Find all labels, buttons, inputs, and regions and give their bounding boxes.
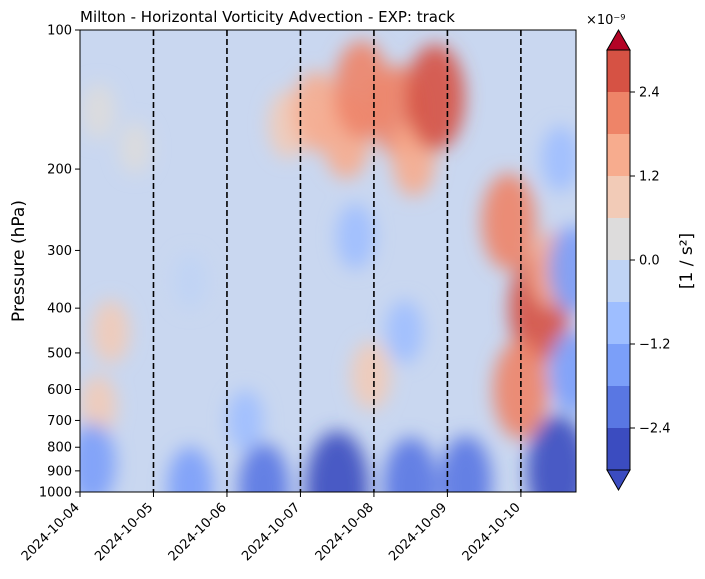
- y-axis: 100 200 300 400 500 600 700 800 900 1000: [39, 24, 80, 501]
- colorbar-extend-min: [606, 469, 631, 492]
- field-blob: [238, 443, 290, 492]
- colorbar-tick-label: −1.2: [639, 338, 671, 353]
- colorbar-extend-max: [606, 28, 631, 51]
- x-axis: 2024-10-04 2024-10-05 2024-10-06 2024-10-07…: [19, 492, 524, 564]
- field-blob: [481, 173, 536, 271]
- field-blob: [385, 300, 424, 364]
- y-tick-label: 400: [47, 302, 72, 317]
- plot-frame: [79, 29, 577, 493]
- x-tick-label: 2024-10-06: [166, 500, 230, 564]
- field-blob: [80, 422, 116, 492]
- y-tick-label: 1000: [39, 486, 72, 501]
- vline-layer: [152, 30, 522, 492]
- field-blob: [167, 446, 214, 492]
- colorbar-segment: [607, 344, 630, 386]
- field-blob: [91, 300, 130, 364]
- field-layer: [80, 40, 576, 492]
- field-blob: [119, 122, 151, 174]
- colorbar-tick-label: 1.2: [639, 170, 660, 185]
- y-tick-label: 500: [47, 346, 72, 361]
- colorbar-segment: [607, 176, 630, 218]
- y-tick-label: 900: [47, 464, 72, 479]
- chart-title: Milton - Horizontal Vorticity Advection …: [80, 8, 455, 26]
- field-blob: [493, 339, 549, 440]
- colorbar-segment: [607, 260, 630, 302]
- x-tick-label: 2024-10-05: [92, 500, 156, 564]
- colorbar-segment: [607, 218, 630, 260]
- colorbar-segment: [607, 134, 630, 176]
- field-blob: [548, 225, 576, 314]
- y-tick-label: 300: [47, 244, 72, 259]
- colorbar-segment: [607, 50, 630, 92]
- field-blob: [541, 125, 576, 192]
- x-tick-label: 2024-10-08: [313, 500, 377, 564]
- field-blob: [227, 390, 264, 451]
- x-tick-label: 2024-10-10: [460, 500, 524, 564]
- y-axis-label: Pressure (hPa): [9, 200, 29, 322]
- field-blob: [305, 431, 369, 492]
- colorbar-segment: [607, 428, 630, 470]
- y-tick-label: 800: [47, 441, 72, 456]
- field-blob: [526, 415, 576, 492]
- x-tick-label: 2024-10-09: [386, 500, 450, 564]
- field-blob: [549, 330, 576, 414]
- colorbar-tick-label: 0.0: [639, 254, 660, 269]
- colorbar-segment: [607, 386, 630, 428]
- field-blob: [439, 435, 492, 492]
- x-tick-label: 2024-10-07: [239, 500, 303, 564]
- field-blob: [80, 375, 117, 436]
- colorbar-label: [1 / s²]: [677, 233, 697, 289]
- field-blob: [383, 437, 438, 492]
- x-tick-label: 2024-10-04: [19, 500, 83, 564]
- field-blob: [173, 253, 208, 310]
- field-blob: [336, 203, 375, 270]
- y-tick-label: 600: [47, 383, 72, 398]
- colorbar-scale-label: ×10⁻⁹: [586, 13, 626, 28]
- y-tick-label: 100: [47, 24, 72, 39]
- colorbar-tick-label: −2.4: [639, 422, 671, 437]
- y-tick-label: 200: [47, 163, 72, 178]
- colorbar-tick-label: 2.4: [639, 86, 660, 101]
- y-tick-label: 700: [47, 414, 72, 429]
- field-blob: [350, 341, 391, 410]
- field-blob: [81, 83, 116, 140]
- field-blob: [405, 44, 465, 151]
- colorbar-segment: [607, 92, 630, 134]
- colorbar: −2.4 −1.2 0.0 1.2 2.4: [606, 28, 671, 492]
- colorbar-segment: [607, 302, 630, 344]
